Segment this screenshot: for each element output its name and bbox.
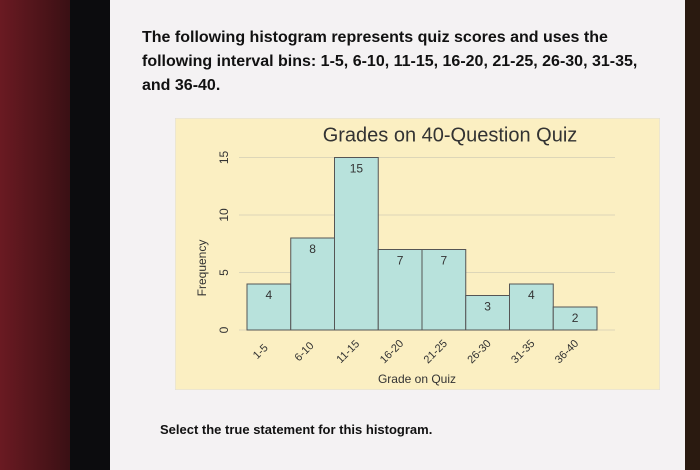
y-tick-label: 15 [217, 151, 231, 165]
value-label: 2 [572, 311, 579, 325]
prompt: Select the true statement for this histo… [160, 422, 433, 437]
background [685, 0, 700, 470]
bar [509, 283, 554, 331]
value-label: 7 [397, 254, 404, 268]
y-tick-label: 10 [217, 208, 231, 222]
bar [334, 157, 379, 331]
value-label: 7 [441, 254, 448, 268]
value-label: 8 [309, 242, 316, 256]
bar [465, 295, 510, 331]
bar [421, 249, 467, 331]
bar [552, 306, 598, 331]
bar [377, 249, 423, 331]
background [0, 0, 70, 470]
value-label: 4 [528, 288, 535, 302]
question: The following histogram represents quiz … [142, 29, 638, 94]
bezel [70, 0, 110, 470]
value-label: 3 [484, 300, 491, 314]
y-tick-label: 5 [217, 269, 231, 276]
x-axis-label: Grade on Quiz [378, 372, 456, 386]
chart: Grades on 40-Question Quiz Grade on Quiz… [175, 118, 660, 390]
value-label: 15 [350, 162, 364, 176]
chart-title: Grades on 40-Question Quiz [323, 124, 578, 146]
value-label: 4 [266, 288, 273, 302]
y-axis-label: Frequency [195, 240, 209, 297]
bar [290, 237, 335, 331]
y-tick-label: 0 [217, 326, 231, 333]
